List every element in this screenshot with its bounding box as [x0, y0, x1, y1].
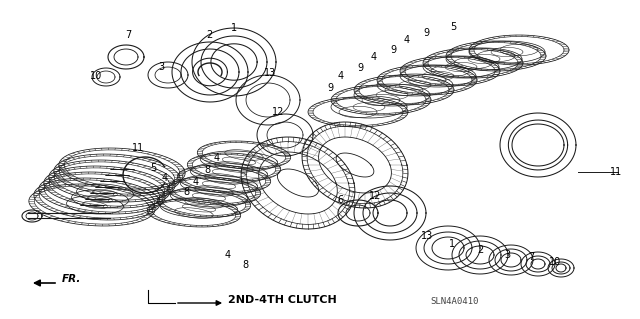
Text: 4: 4 — [193, 177, 199, 187]
Text: 4: 4 — [225, 250, 231, 260]
Text: 8: 8 — [242, 260, 248, 270]
Text: 3: 3 — [504, 250, 510, 260]
Text: 8: 8 — [204, 165, 210, 175]
Text: 8: 8 — [183, 187, 189, 197]
Text: 5: 5 — [450, 22, 456, 32]
Text: 7: 7 — [125, 30, 131, 40]
Text: 10: 10 — [549, 257, 561, 267]
Text: 11: 11 — [132, 143, 144, 153]
Text: 6: 6 — [337, 195, 343, 205]
Text: 12: 12 — [369, 191, 381, 201]
Text: 4: 4 — [214, 153, 220, 163]
Text: 3: 3 — [158, 62, 164, 72]
Text: 9: 9 — [390, 45, 396, 55]
Text: 4: 4 — [371, 52, 377, 62]
Text: 5: 5 — [150, 163, 156, 173]
Text: 13: 13 — [421, 231, 433, 241]
Text: 13: 13 — [264, 68, 276, 78]
Text: FR.: FR. — [62, 274, 81, 284]
Text: 12: 12 — [272, 107, 284, 117]
Text: 9: 9 — [327, 83, 333, 93]
Text: 10: 10 — [90, 71, 102, 81]
Text: 2: 2 — [206, 30, 212, 40]
Text: 4: 4 — [404, 35, 410, 45]
Text: 2: 2 — [477, 245, 483, 255]
Text: 4: 4 — [162, 173, 168, 183]
Text: 2ND-4TH CLUTCH: 2ND-4TH CLUTCH — [228, 295, 337, 305]
Text: 1: 1 — [231, 23, 237, 33]
Text: 9: 9 — [357, 63, 363, 73]
Text: 9: 9 — [423, 28, 429, 38]
Text: 1: 1 — [449, 239, 455, 249]
Text: 4: 4 — [338, 71, 344, 81]
Text: 11: 11 — [610, 167, 622, 177]
Text: SLN4A0410: SLN4A0410 — [430, 298, 478, 307]
Text: 7: 7 — [528, 252, 534, 262]
